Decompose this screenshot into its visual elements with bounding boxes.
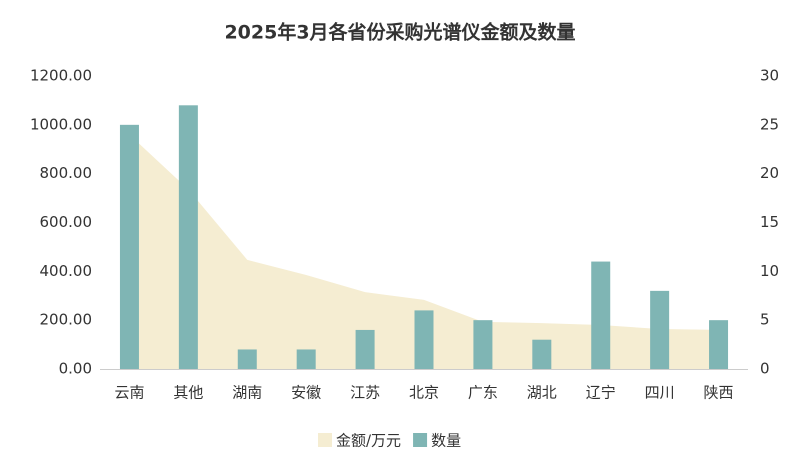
area (129, 134, 719, 369)
x-tick-label: 北京 (409, 384, 439, 402)
x-tick-label: 湖北 (527, 384, 557, 402)
bar (473, 320, 493, 369)
x-tick-label: 云南 (114, 384, 144, 402)
chart-title: 2025年3月各省份采购光谱仪金额及数量 (224, 21, 575, 44)
bar (532, 339, 552, 369)
y-tick-label: 1200.00 (30, 67, 92, 85)
x-tick-label: 四川 (645, 384, 675, 402)
x-tick-label: 江苏 (350, 384, 380, 402)
bar (709, 320, 729, 369)
y-tick-label: 200.00 (40, 311, 93, 329)
bar (414, 310, 434, 369)
bar (650, 290, 670, 369)
legend-label: 数量 (431, 432, 461, 450)
y-tick-label: 800.00 (40, 164, 93, 182)
bar (178, 105, 198, 370)
y-tick-label: 600.00 (40, 213, 93, 231)
x-tick-label: 安徽 (291, 384, 321, 402)
x-tick-label: 辽宁 (586, 384, 616, 402)
bar (296, 349, 316, 369)
y2-tick-label: 20 (760, 164, 779, 182)
y2-tick-label: 30 (760, 67, 779, 85)
y2-tick-label: 15 (760, 213, 779, 231)
y-tick-label: 400.00 (40, 262, 93, 280)
x-tick-label: 陕西 (704, 384, 734, 402)
y2-tick-label: 5 (760, 311, 770, 329)
legend-swatch (318, 433, 332, 447)
y2-tick-label: 10 (760, 262, 779, 280)
bar (355, 329, 375, 369)
legend-swatch (413, 433, 428, 447)
x-tick-label: 广东 (468, 384, 498, 402)
bar (119, 124, 139, 369)
y-tick-label: 0.00 (59, 360, 92, 378)
bar (591, 261, 611, 369)
y2-tick-label: 0 (760, 360, 770, 378)
y-tick-label: 1000.00 (30, 115, 92, 133)
bar (237, 349, 257, 369)
x-tick-label: 其他 (173, 384, 203, 402)
x-tick-label: 湖南 (232, 384, 262, 402)
legend-label: 金额/万元 (336, 432, 401, 450)
y2-tick-label: 25 (760, 115, 779, 133)
